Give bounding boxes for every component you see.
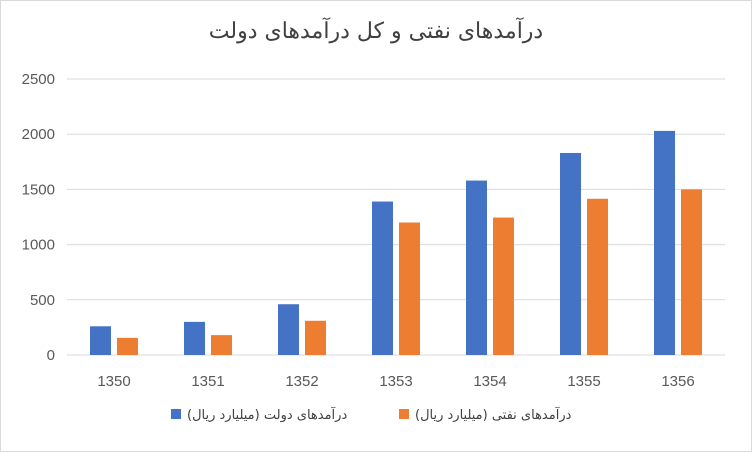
bar xyxy=(681,189,702,355)
x-tick-label: 1352 xyxy=(285,373,318,390)
x-tick-label: 1351 xyxy=(191,373,224,390)
x-tick-label: 1354 xyxy=(473,373,506,390)
bar xyxy=(399,222,420,355)
bar xyxy=(466,180,487,355)
bar xyxy=(587,198,608,355)
bar xyxy=(278,304,299,355)
x-tick-label: 1353 xyxy=(379,373,412,390)
bar xyxy=(117,337,138,355)
chart-title: درآمدهای نفتی و کل درآمدهای دولت xyxy=(208,19,544,44)
y-tick-label: 500 xyxy=(30,292,55,309)
legend-label: درآمدهای نفتی (میلیارد ریال) xyxy=(415,406,572,423)
bar xyxy=(184,321,205,355)
y-tick-label: 1500 xyxy=(22,181,55,198)
y-tick-label: 2000 xyxy=(22,126,55,143)
bar xyxy=(372,201,393,355)
legend-swatch xyxy=(171,409,181,419)
bar xyxy=(305,320,326,355)
bar xyxy=(493,217,514,355)
x-tick-label: 1356 xyxy=(661,373,694,390)
legend-label: درآمدهای دولت (میلیارد ریال) xyxy=(187,406,347,423)
bar xyxy=(654,130,675,355)
y-tick-label: 2500 xyxy=(22,71,55,88)
x-tick-label: 1355 xyxy=(567,373,600,390)
legend-swatch xyxy=(399,409,409,419)
y-tick-label: 0 xyxy=(47,347,55,364)
bar xyxy=(560,152,581,355)
y-tick-label: 1000 xyxy=(22,237,55,254)
bar xyxy=(90,326,111,355)
x-tick-label: 1350 xyxy=(97,373,130,390)
bar xyxy=(211,335,232,355)
